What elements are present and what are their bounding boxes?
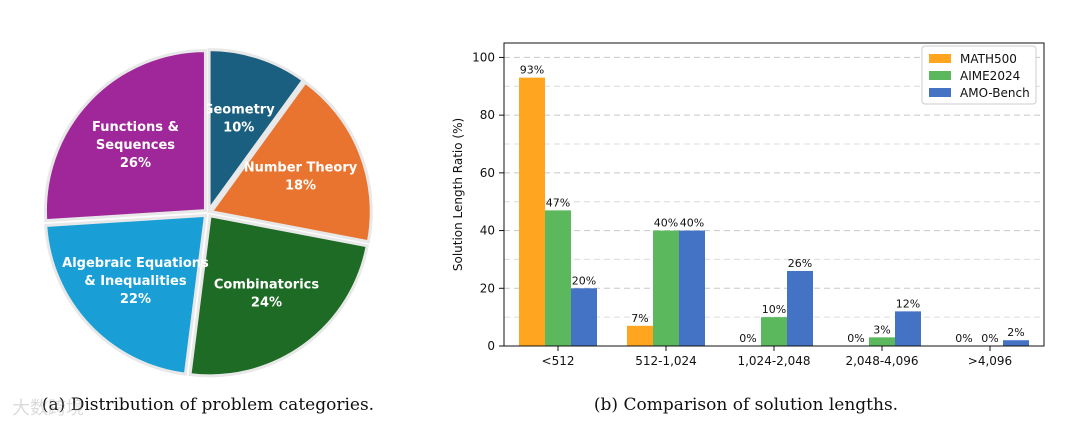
bar xyxy=(761,317,787,346)
bar xyxy=(869,337,895,346)
y-tick-label: 80 xyxy=(480,108,495,122)
bar xyxy=(787,270,813,346)
y-tick-label: 60 xyxy=(480,166,495,180)
bar-value-label: 0% xyxy=(955,332,972,345)
legend-swatch xyxy=(929,88,951,97)
bar-value-label: 93% xyxy=(520,64,544,77)
pie-slice-name: Number Theory xyxy=(244,160,358,175)
bar-caption: (b) Comparison of solution lengths. xyxy=(594,395,898,415)
legend-swatch xyxy=(929,54,951,63)
x-tick-label: <512 xyxy=(542,354,575,368)
y-tick-label: 100 xyxy=(472,50,495,64)
bar xyxy=(1003,340,1029,346)
y-tick-label: 0 xyxy=(487,339,495,353)
legend-entry: AIME2024 xyxy=(960,69,1020,83)
y-tick-label: 20 xyxy=(480,281,495,295)
bar-value-label: 40% xyxy=(654,217,678,230)
pie-slice-name: Algebraic Equations xyxy=(62,256,209,271)
x-tick-label: 512-1,024 xyxy=(635,354,697,368)
bar-value-label: 47% xyxy=(546,196,570,209)
bar-value-label: 26% xyxy=(788,257,812,270)
bar xyxy=(895,311,921,346)
y-axis-title: Solution Length Ratio (%) xyxy=(451,118,465,271)
bar-value-label: 0% xyxy=(739,332,756,345)
bar-value-label: 40% xyxy=(680,217,704,230)
pie-slice xyxy=(188,214,369,378)
bar xyxy=(653,230,679,346)
legend-entry: AMO-Bench xyxy=(960,86,1030,100)
pie-slice xyxy=(43,49,207,223)
pie-slice-name: Functions & xyxy=(92,120,179,135)
pie-slice xyxy=(44,213,208,376)
pie-slice-percent: 18% xyxy=(285,178,316,193)
legend-entry: MATH500 xyxy=(960,52,1017,66)
plot-frame xyxy=(503,42,1045,347)
x-tick-label: 2,048-4,096 xyxy=(845,354,918,368)
bar-value-label: 7% xyxy=(631,312,648,325)
pie-chart: Geometry 10% Number Theory 18% Combinatorics… xyxy=(43,48,373,378)
bar-value-label: 0% xyxy=(847,332,864,345)
pie-slice xyxy=(207,48,306,215)
bar xyxy=(679,230,705,346)
bar xyxy=(627,325,653,346)
x-tick-label: 1,024-2,048 xyxy=(737,354,810,368)
bar xyxy=(571,288,597,346)
pie-slice-name: Combinatorics xyxy=(214,277,320,292)
pie-slice-name: Geometry xyxy=(203,102,275,117)
bar-value-label: 0% xyxy=(981,332,998,345)
watermark-text: 大数跨境 xyxy=(12,398,84,419)
y-tick-label: 40 xyxy=(480,224,495,238)
pie-slice-percent: 24% xyxy=(251,295,282,310)
bar-value-label: 20% xyxy=(572,274,596,287)
bar-value-label: 12% xyxy=(896,297,920,310)
bar-value-label: 3% xyxy=(873,323,890,336)
bar xyxy=(545,210,571,346)
pie-slice xyxy=(208,80,373,244)
bar xyxy=(519,77,545,346)
pie-slice-name: Sequences xyxy=(96,138,175,153)
watermark: 大数跨境 xyxy=(12,398,84,419)
legend-swatch xyxy=(929,71,951,80)
pie-caption: (a) Distribution of problem categories. xyxy=(42,395,374,415)
pie-slice-percent: 26% xyxy=(120,156,151,171)
pie-slice-percent: 10% xyxy=(223,120,254,135)
pie-slice-percent: 22% xyxy=(120,292,151,307)
bar-value-label: 2% xyxy=(1007,326,1024,339)
x-tick-label: >4,096 xyxy=(968,354,1012,368)
bar-value-label: 10% xyxy=(762,303,786,316)
bar-chart: 93% 47% 20% <512 7% 40% 40% 512-1,024 0% 10% 26% 1,… xyxy=(451,42,1045,368)
pie-slice-name: & Inequalities xyxy=(84,274,187,289)
